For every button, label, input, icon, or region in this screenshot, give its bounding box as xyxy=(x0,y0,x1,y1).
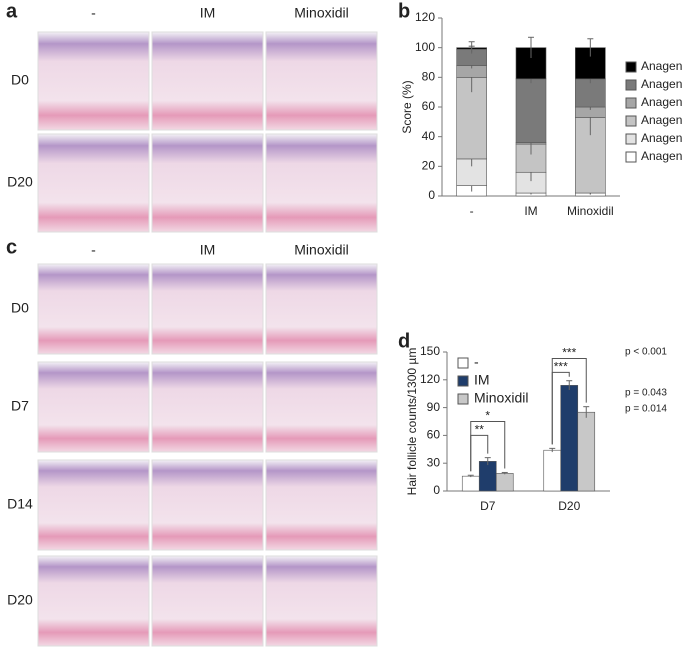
legend-swatch xyxy=(457,375,469,387)
legend-label: Anagen VI xyxy=(641,59,685,73)
legend-swatch xyxy=(625,133,637,145)
x-tick-label: IM xyxy=(524,204,537,218)
row-label: D20 xyxy=(7,174,33,190)
histology-image xyxy=(37,459,150,551)
legend-label: Anagen I xyxy=(641,149,685,163)
y-axis-label: Hair follicle counts/1300 µm xyxy=(405,348,419,496)
legend-swatch xyxy=(625,115,637,127)
significance-label: *** xyxy=(562,346,576,360)
y-tick-label: 40 xyxy=(422,129,436,143)
legend-swatch xyxy=(625,79,637,91)
y-tick-label: 80 xyxy=(422,70,436,84)
bar xyxy=(560,385,579,492)
legend-label: Anagen III xyxy=(641,113,685,127)
panel-label: a xyxy=(6,0,18,22)
x-tick-label: D20 xyxy=(558,499,580,513)
bar xyxy=(495,473,514,492)
significance-label: * xyxy=(485,409,490,423)
p-value: p < 0.001 xyxy=(625,347,667,358)
legend-swatch xyxy=(625,61,637,73)
significance-label: ** xyxy=(475,423,485,437)
y-tick-label: 100 xyxy=(415,40,435,54)
significance-bracket xyxy=(551,357,587,445)
y-axis-label: Score (%) xyxy=(400,80,414,133)
histology-image xyxy=(37,133,150,233)
y-tick-label: 60 xyxy=(422,99,436,113)
histology-image xyxy=(37,555,150,647)
y-tick-label: 120 xyxy=(420,372,440,386)
legend-label: Anagen IV xyxy=(641,95,685,109)
histology-image xyxy=(151,361,264,453)
column-label: Minoxidil xyxy=(294,242,348,258)
histology-image xyxy=(151,133,264,233)
histology-image xyxy=(151,263,264,355)
x-tick-label: - xyxy=(470,204,474,218)
legend-label: Minoxidil xyxy=(474,390,528,406)
row-label: D14 xyxy=(7,496,33,512)
row-label: D20 xyxy=(7,592,33,608)
y-tick-label: 60 xyxy=(427,428,441,442)
histology-image xyxy=(151,31,264,131)
column-label: - xyxy=(91,5,96,21)
histology-image xyxy=(265,263,378,355)
legend-swatch xyxy=(457,393,469,405)
histology-image xyxy=(265,555,378,647)
legend-label: Anagen II xyxy=(641,131,685,145)
bar xyxy=(478,461,497,492)
x-tick-label: Minoxidil xyxy=(567,204,614,218)
legend-swatch xyxy=(625,151,637,163)
panel-label: d xyxy=(398,330,410,352)
legend-swatch xyxy=(625,97,637,109)
bar-segment xyxy=(515,78,547,143)
histology-image xyxy=(37,31,150,131)
significance-label: *** xyxy=(554,360,568,374)
histology-image xyxy=(37,263,150,355)
histology-image xyxy=(265,459,378,551)
legend-label: IM xyxy=(474,372,490,388)
significance-bracket xyxy=(470,421,506,472)
row-label: D0 xyxy=(11,300,29,316)
legend-swatch xyxy=(457,357,469,369)
column-label: - xyxy=(91,242,96,258)
panel-label: b xyxy=(398,0,410,22)
legend-label: - xyxy=(474,354,479,370)
row-label: D7 xyxy=(11,398,29,414)
histology-image xyxy=(265,31,378,131)
y-tick-label: 20 xyxy=(422,159,436,173)
histology-image xyxy=(151,555,264,647)
histology-image xyxy=(265,133,378,233)
histology-image xyxy=(265,361,378,453)
bar xyxy=(577,411,596,492)
y-tick-label: 90 xyxy=(427,400,441,414)
column-label: IM xyxy=(200,5,216,21)
y-tick-label: 0 xyxy=(428,188,435,202)
legend-label: Anagen V xyxy=(641,77,685,91)
bar xyxy=(543,449,562,492)
bar-segment xyxy=(575,78,606,108)
histology-image xyxy=(151,459,264,551)
row-label: D0 xyxy=(11,72,29,88)
p-value: p = 0.014 xyxy=(625,404,667,415)
y-tick-label: 30 xyxy=(427,455,441,469)
histology-image xyxy=(37,361,150,453)
p-value: p = 0.043 xyxy=(625,388,667,399)
y-tick-label: 0 xyxy=(433,483,440,497)
bar xyxy=(461,475,480,492)
y-tick-label: 150 xyxy=(420,344,440,358)
column-label: Minoxidil xyxy=(294,5,348,21)
y-tick-label: 120 xyxy=(415,10,435,24)
column-label: IM xyxy=(200,242,216,258)
panel-label: c xyxy=(6,236,17,258)
x-tick-label: D7 xyxy=(480,499,496,513)
